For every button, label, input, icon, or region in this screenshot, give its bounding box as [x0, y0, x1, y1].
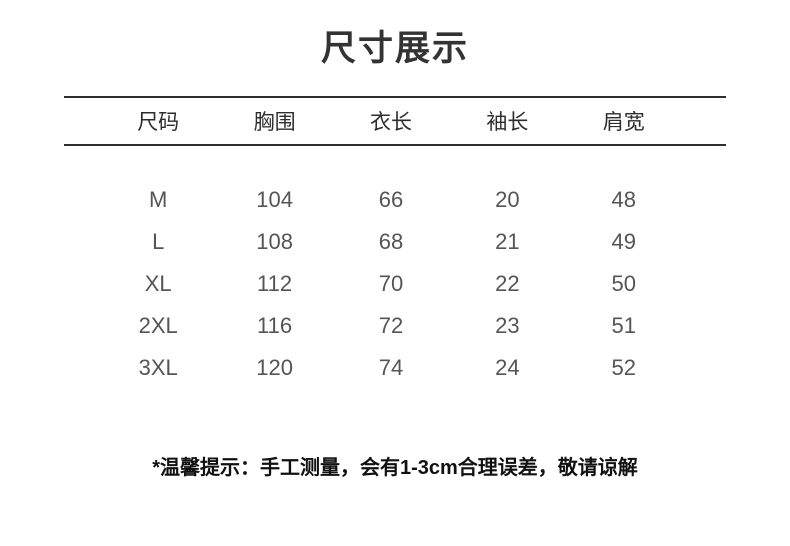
table-cell: 74	[378, 355, 404, 380]
table-cell: 108	[256, 229, 293, 254]
size-label: M	[149, 187, 168, 212]
size-label: L	[152, 229, 165, 254]
column-header-length: 衣长	[369, 111, 412, 134]
table-row: L 108 68 21 49	[100, 221, 682, 263]
table-cell: 23	[495, 313, 520, 338]
table-cell: 116	[257, 313, 293, 338]
table-cell: 72	[378, 313, 404, 338]
table-body: M 104 66 20 48 L 108 68 21 49 XL 112 70 …	[100, 179, 682, 389]
measurement-disclaimer: *温馨提示：手工测量，会有1-3cm合理误差，敬请谅解	[152, 457, 638, 479]
column-header-sleeve: 袖长	[486, 111, 529, 134]
table-cell: 68	[378, 229, 404, 254]
table-row: M 104 66 20 48	[100, 179, 682, 221]
table-row: 3XL 120 74 24 52	[100, 347, 682, 389]
table-cell: 112	[257, 271, 293, 296]
size-label: XL	[144, 271, 172, 296]
table-cell: 104	[256, 187, 293, 212]
table-header-row: 尺码 胸围 衣长 袖长 肩宽	[100, 98, 682, 144]
table-cell: 22	[495, 271, 520, 296]
column-header-shoulder: 肩宽	[602, 111, 645, 134]
table-cell: 120	[256, 355, 293, 380]
table-row: XL 112 70 22 50	[100, 263, 682, 305]
table-cell: 21	[495, 229, 520, 254]
table-row: 2XL 116 72 23 51	[100, 305, 682, 347]
size-label: 3XL	[138, 355, 178, 380]
table-cell: 70	[378, 271, 404, 296]
table-header-bottom-rule	[64, 144, 726, 146]
table-cell: 66	[378, 187, 404, 212]
table-cell: 20	[495, 187, 520, 212]
table-cell: 48	[611, 187, 637, 212]
table-cell: 24	[495, 355, 520, 380]
table-top-rule	[64, 96, 726, 98]
column-header-size: 尺码	[137, 111, 180, 134]
table-cell: 51	[611, 313, 637, 338]
column-header-chest: 胸围	[253, 111, 296, 134]
table-cell: 52	[611, 355, 637, 380]
size-label: 2XL	[138, 313, 178, 338]
table-cell: 50	[611, 271, 637, 296]
table-cell: 49	[611, 229, 637, 254]
page-title: 尺寸展示	[320, 29, 469, 68]
